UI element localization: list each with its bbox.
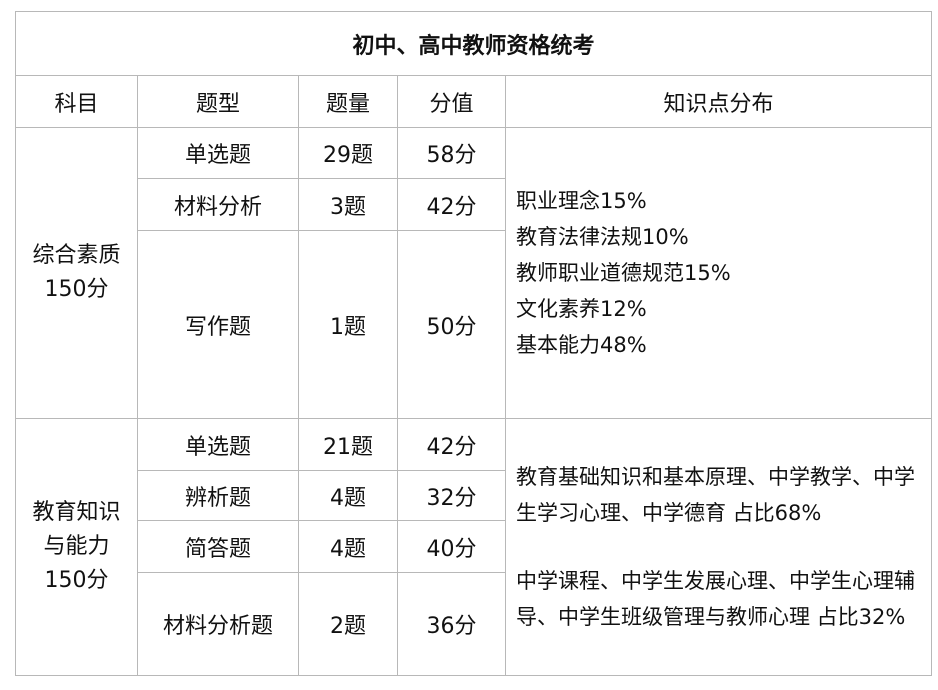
knowledge-item: 教育基础知识和基本原理、中学教学、中学生学习心理、中学德育 占比68% [516,465,915,525]
knowledge-item: 职业理念15% [516,189,647,213]
knowledge-cell: 教育基础知识和基本原理、中学教学、中学生学习心理、中学德育 占比68% 中学课程… [504,418,933,676]
knowledge-item: 文化素养12% [516,297,647,321]
question-count: 4题 [298,470,398,521]
question-type: 单选题 [137,127,299,179]
knowledge-item: 中学课程、中学生发展心理、中学生心理辅导、中学生班级管理与教师心理 占比32% [516,569,915,629]
question-score: 40分 [397,520,506,573]
question-type: 简答题 [137,520,299,573]
subject-name: 综合素质 [32,243,121,268]
question-score: 32分 [397,470,506,521]
subject-cell: 综合素质 150分 [15,127,138,419]
subject-cell: 教育知识 与能力 150分 [15,418,138,676]
table-row: 教育知识 与能力 150分 单选题 21题 42分 教育基础知识和基本原理、中学… [15,418,933,676]
header-score: 分值 [397,75,506,128]
question-count: 29题 [298,127,398,179]
table-row: 综合素质 150分 单选题 29题 58分 职业理念15% 教育法律法规10% … [15,127,933,419]
knowledge-item: 教师职业道德规范15% [516,261,731,285]
subject-name: 教育知识 [32,500,121,525]
header-subject: 科目 [15,75,138,128]
question-count: 21题 [298,418,398,471]
table-row: 材料分析题 2题 36分 [16,572,932,676]
question-count: 3题 [298,178,398,231]
knowledge-cell: 职业理念15% 教育法律法规10% 教师职业道德规范15% 文化素养12% 基本… [504,127,933,419]
question-score: 36分 [397,572,506,676]
header-row: 科目 题型 题量 分值 知识点分布 [15,75,933,128]
table-title: 初中、高中教师资格统考 [14,11,933,76]
exam-table: 初中、高中教师资格统考 科目 题型 题量 分值 知识点分布 综合素质 150分 … [14,11,933,676]
knowledge-item: 基本能力48% [516,333,647,357]
subject-name: 与能力 [43,534,110,559]
question-type: 辨析题 [137,470,299,521]
header-count: 题量 [298,75,398,128]
header-type: 题型 [137,75,299,128]
question-count: 2题 [298,572,398,676]
table-row: 材料分析 3题 42分 [16,178,932,231]
subject-total: 150分 [44,277,109,302]
question-score: 50分 [397,230,506,419]
question-score: 42分 [397,418,506,471]
header-knowledge: 知识点分布 [504,75,933,128]
question-type: 写作题 [137,230,299,419]
question-type: 材料分析题 [137,572,299,676]
question-count: 1题 [298,230,398,419]
question-count: 4题 [298,520,398,573]
question-score: 42分 [397,178,506,231]
question-type: 材料分析 [137,178,299,231]
subject-total: 150分 [44,568,109,593]
question-score: 58分 [397,127,506,179]
knowledge-item: 教育法律法规10% [516,225,689,249]
table-row: 简答题 4题 40分 [16,520,932,573]
question-type: 单选题 [137,418,299,471]
